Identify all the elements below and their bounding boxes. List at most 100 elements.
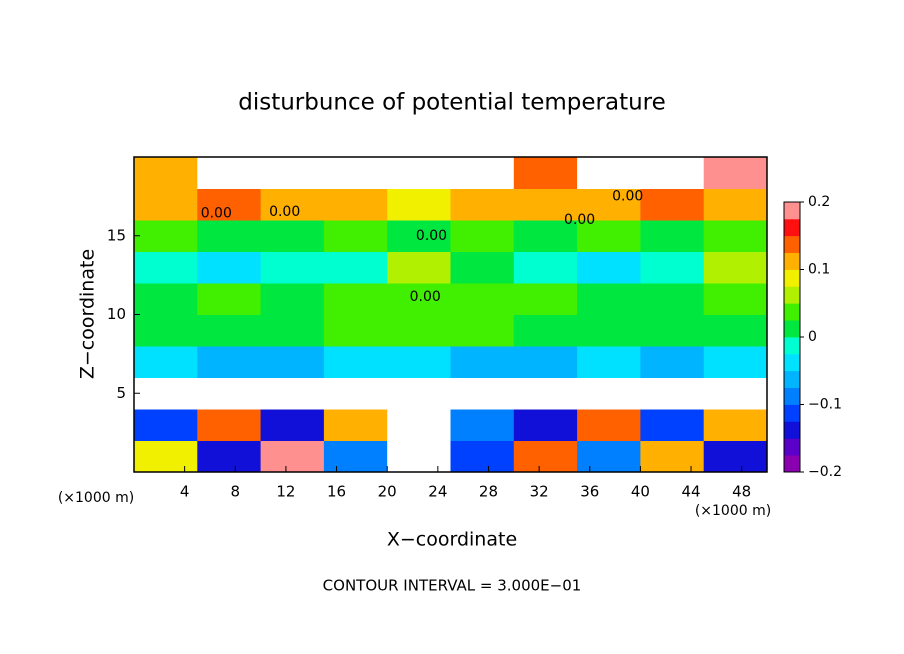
heat-cell	[197, 377, 262, 410]
heat-cell	[197, 440, 262, 473]
colorbar-swatch	[784, 235, 800, 254]
colorbar-swatch	[784, 421, 800, 439]
heat-cell	[703, 314, 768, 347]
colorbar-swatch	[784, 438, 800, 456]
heat-cell	[640, 188, 705, 221]
y-tick-label: 10	[107, 305, 126, 323]
heat-cell	[387, 188, 451, 221]
heat-cell	[323, 346, 388, 378]
heat-cell	[640, 251, 705, 284]
heat-cell	[197, 157, 262, 189]
heat-cell	[134, 283, 198, 315]
heat-cell	[577, 251, 641, 284]
x-tick-label: 40	[631, 483, 650, 501]
heat-cell	[260, 188, 325, 221]
heat-cell	[260, 220, 325, 252]
heat-cell	[577, 440, 641, 473]
heat-cell	[577, 188, 641, 221]
heat-cell	[197, 409, 262, 441]
x-tick-label: 16	[327, 483, 346, 501]
heat-cell	[323, 409, 388, 441]
heat-cell	[134, 440, 198, 473]
x-unit: (×1000 m)	[695, 503, 771, 519]
contour-label: 0.00	[564, 212, 595, 228]
heat-cell	[387, 157, 451, 189]
heat-cell	[387, 440, 451, 473]
heat-cell	[640, 314, 705, 347]
heat-cell	[387, 346, 451, 378]
heat-cell	[640, 440, 705, 473]
x-tick-label: 36	[580, 483, 599, 501]
y-tick-label: 5	[116, 384, 126, 402]
heat-cell	[387, 283, 451, 315]
heat-cell	[323, 251, 388, 284]
y-axis-label: Z−coordinate	[77, 249, 99, 379]
heat-cell	[197, 314, 262, 347]
heat-cell	[323, 377, 388, 410]
heat-cell	[260, 314, 325, 347]
heat-cell	[450, 251, 515, 284]
colorbar-swatch	[784, 218, 800, 237]
heat-cell	[577, 220, 641, 252]
heat-cell	[450, 157, 515, 189]
heat-cell	[450, 346, 515, 378]
heat-cell	[577, 346, 641, 378]
heat-cell	[513, 157, 578, 189]
heat-cell	[134, 377, 198, 410]
colorbar-swatch	[784, 286, 800, 304]
heat-cell	[513, 346, 578, 378]
x-tick-label: 48	[732, 483, 751, 501]
heat-cell	[260, 251, 325, 284]
heat-cell	[134, 188, 198, 221]
heat-cell	[134, 251, 198, 284]
contour-label: 0.00	[612, 188, 643, 204]
heat-cell	[387, 377, 451, 410]
heat-cell	[577, 409, 641, 441]
heat-cell	[323, 157, 388, 189]
heat-cell	[703, 440, 768, 473]
heat-cell	[450, 314, 515, 347]
heat-cell	[513, 220, 578, 252]
heat-cell	[387, 409, 451, 441]
heat-cell	[323, 220, 388, 252]
x-tick-label: 44	[681, 483, 700, 501]
x-tick-label: 28	[479, 483, 498, 501]
contour-label: 0.00	[269, 204, 300, 220]
heat-cell	[260, 377, 325, 410]
heat-cell	[450, 440, 515, 473]
heat-cell	[513, 283, 578, 315]
heat-cell	[703, 251, 768, 284]
chart-title: disturbunce of potential temperature	[238, 90, 666, 116]
x-tick-label: 8	[231, 483, 241, 501]
heat-cell	[450, 283, 515, 315]
x-tick-label: 24	[428, 483, 447, 501]
heat-cell	[703, 377, 768, 410]
colorbar-tick-label: −0.2	[808, 464, 842, 480]
colorbar-swatch	[784, 370, 800, 389]
footnote: CONTOUR INTERVAL = 3.000E−01	[323, 577, 582, 595]
heat-cell	[260, 440, 325, 473]
heat-cell	[513, 377, 578, 410]
heat-cell	[197, 220, 262, 252]
heat-cell	[640, 220, 705, 252]
heat-cell	[703, 188, 768, 221]
heat-cell	[134, 346, 198, 378]
colorbar-tick-label: 0	[808, 329, 817, 345]
x-axis-label: X−coordinate	[387, 529, 517, 551]
heat-cell	[577, 283, 641, 315]
heat-cell	[513, 314, 578, 347]
colorbar-swatch	[784, 387, 800, 405]
heat-cell	[640, 409, 705, 441]
colorbar-swatch	[784, 404, 800, 422]
heat-cell	[640, 283, 705, 315]
colorbar-tick-label: −0.1	[808, 397, 842, 413]
heat-cell	[703, 220, 768, 252]
y-tick-label: 15	[107, 226, 126, 244]
colorbar-swatch	[784, 455, 800, 473]
heat-cell	[323, 314, 388, 347]
colorbar-swatch	[784, 320, 800, 338]
heat-cell	[450, 188, 515, 221]
x-unit: (×1000 m)	[58, 490, 134, 506]
x-tick-label: 12	[276, 483, 295, 501]
